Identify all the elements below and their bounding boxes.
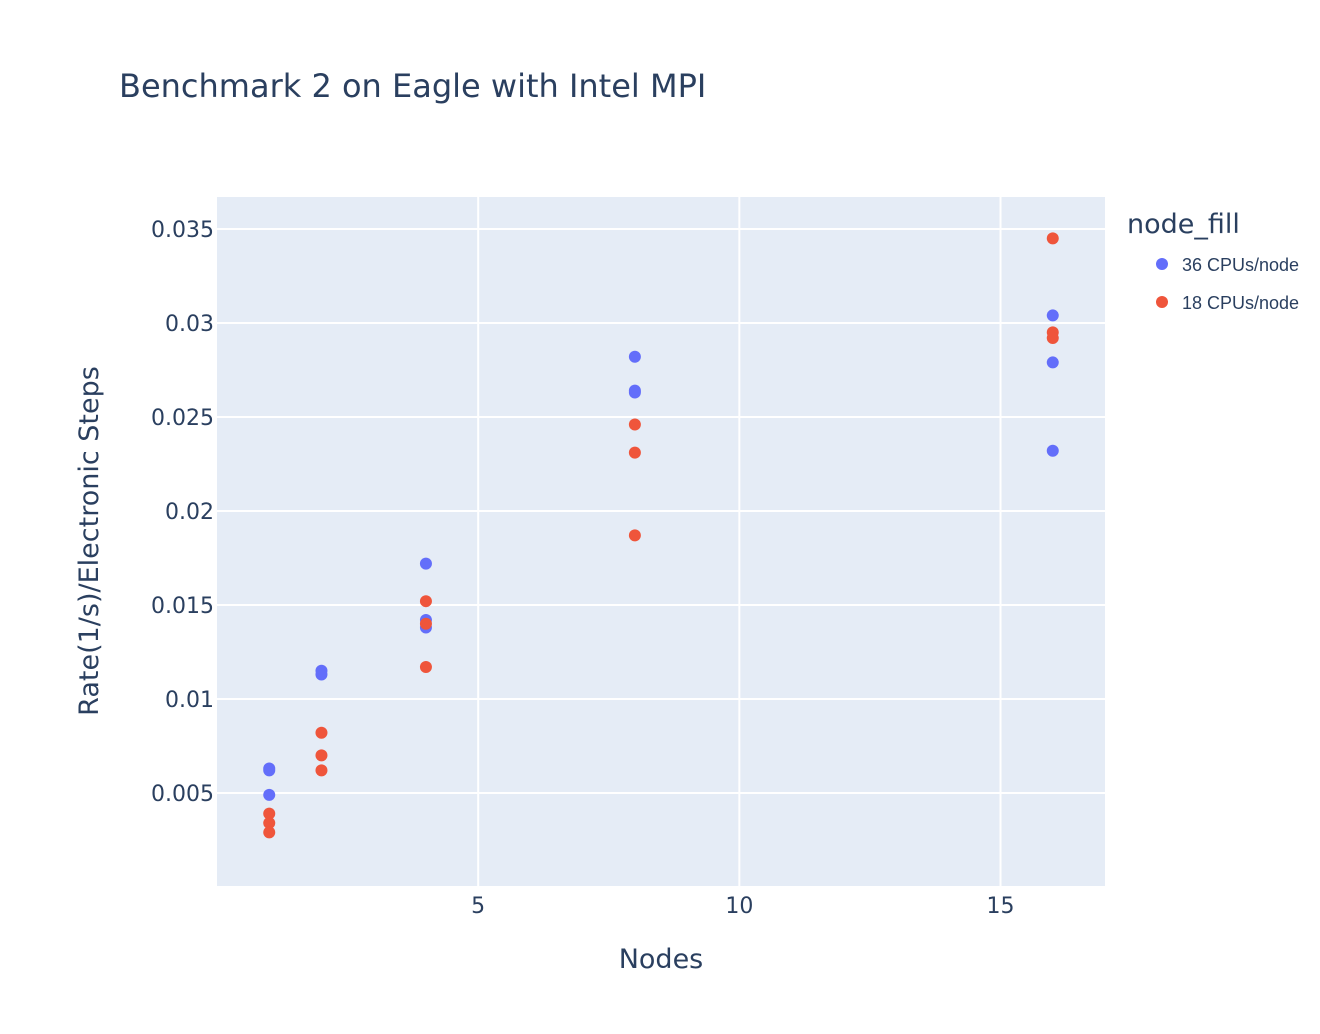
data-point[interactable] xyxy=(628,529,641,542)
data-point[interactable] xyxy=(1046,232,1059,245)
x-tick-label: 10 xyxy=(725,894,753,919)
data-point[interactable] xyxy=(263,807,276,820)
x-axis-ticks: 5 10 15 xyxy=(471,894,1014,919)
legend-marker xyxy=(1156,296,1168,308)
legend-items: 36 CPUs/node 18 CPUs/node xyxy=(1156,255,1299,313)
plot-area xyxy=(217,197,1105,886)
legend-label: 18 CPUs/node xyxy=(1182,293,1299,313)
legend-label: 36 CPUs/node xyxy=(1182,255,1299,275)
data-point[interactable] xyxy=(263,788,276,801)
data-point[interactable] xyxy=(628,386,641,399)
y-axis-title: Rate(1/s)/Electronic Steps xyxy=(74,366,105,716)
y-tick-label: 0.02 xyxy=(165,500,214,525)
data-point[interactable] xyxy=(263,764,276,777)
data-point[interactable] xyxy=(628,418,641,431)
series-2 xyxy=(263,232,1059,839)
legend-item[interactable]: 36 CPUs/node xyxy=(1156,255,1299,275)
y-tick-label: 0.035 xyxy=(151,218,214,243)
data-point[interactable] xyxy=(263,826,276,839)
data-point[interactable] xyxy=(315,749,328,762)
x-tick-label: 15 xyxy=(987,894,1015,919)
data-point[interactable] xyxy=(1046,356,1059,369)
data-points xyxy=(263,232,1059,839)
y-tick-label: 0.015 xyxy=(151,594,214,619)
grid-lines xyxy=(217,197,1105,886)
series-1 xyxy=(263,309,1059,801)
y-axis-ticks: 0.005 0.01 0.015 0.02 0.025 0.03 0.035 xyxy=(151,218,214,807)
legend-marker xyxy=(1156,258,1168,270)
data-point[interactable] xyxy=(628,350,641,363)
x-tick-label: 5 xyxy=(471,894,485,919)
chart-title: Benchmark 2 on Eagle with Intel MPI xyxy=(119,67,706,105)
y-tick-label: 0.025 xyxy=(151,406,214,431)
data-point[interactable] xyxy=(315,764,328,777)
data-point[interactable] xyxy=(419,557,432,570)
y-tick-label: 0.01 xyxy=(165,688,214,713)
data-point[interactable] xyxy=(315,668,328,681)
data-point[interactable] xyxy=(1046,309,1059,322)
data-point[interactable] xyxy=(628,446,641,459)
legend-item[interactable]: 18 CPUs/node xyxy=(1156,293,1299,313)
legend-title: node_fill xyxy=(1127,209,1240,240)
y-tick-label: 0.03 xyxy=(165,312,214,337)
data-point[interactable] xyxy=(315,726,328,739)
data-point[interactable] xyxy=(419,617,432,630)
data-point[interactable] xyxy=(419,660,432,673)
data-point[interactable] xyxy=(263,817,276,830)
y-tick-label: 0.005 xyxy=(151,782,214,807)
legend: node_fill 36 CPUs/node 18 CPUs/node xyxy=(1127,209,1299,313)
data-point[interactable] xyxy=(1046,331,1059,344)
data-point[interactable] xyxy=(419,595,432,608)
x-axis-title: Nodes xyxy=(619,944,704,975)
data-point[interactable] xyxy=(1046,444,1059,457)
